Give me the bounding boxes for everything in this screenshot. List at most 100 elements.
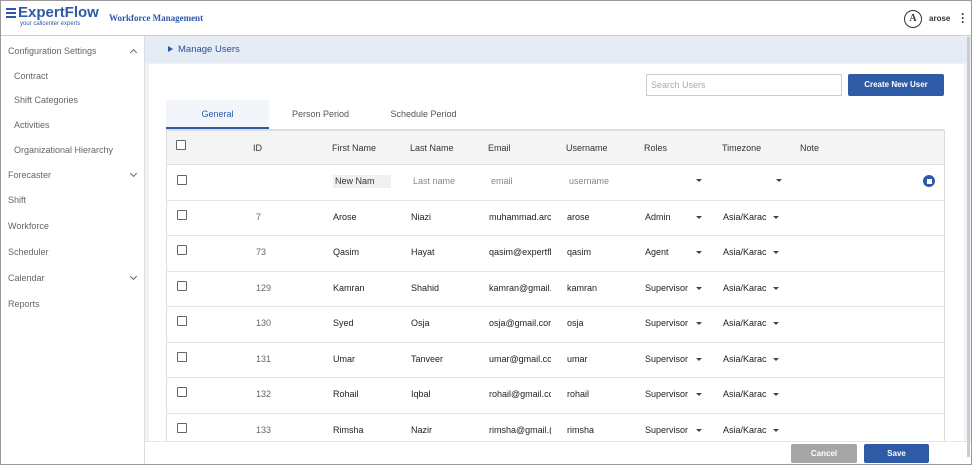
dropdown-caret[interactable]	[776, 179, 782, 182]
menu-dots[interactable]: · · ·	[961, 7, 965, 29]
footer	[145, 441, 971, 464]
cell[interactable]: Admin	[645, 211, 671, 222]
row	[167, 271, 944, 307]
dropdown-caret[interactable]	[773, 286, 779, 290]
cell: Arose	[333, 211, 357, 222]
search-input[interactable]: Search Users	[646, 74, 842, 96]
tab[interactable]: Person Period	[291, 109, 350, 119]
breadcrumb-icon	[168, 46, 173, 52]
sidebar-item[interactable]: Shift	[8, 195, 27, 205]
dropdown-caret[interactable]	[696, 179, 702, 182]
checkbox[interactable]	[177, 316, 187, 326]
cell: rohail@gmail.cc	[489, 389, 551, 399]
sidebar-item[interactable]: Scheduler	[8, 247, 49, 257]
input-placeholder[interactable]: Last name	[413, 176, 456, 186]
cell[interactable]: Supervisor	[645, 318, 689, 328]
checkbox[interactable]	[176, 140, 186, 150]
cell[interactable]: Asia/Karac	[723, 247, 767, 257]
cancel-button[interactable]: Cancel	[791, 444, 857, 463]
checkbox[interactable]	[177, 387, 187, 397]
cell: Shahid	[411, 282, 440, 293]
row	[167, 164, 944, 201]
input-placeholder[interactable]: New Nam	[333, 175, 391, 188]
cell[interactable]: Asia/Karac	[723, 211, 767, 222]
input-placeholder[interactable]: email	[491, 176, 513, 186]
cell: osja@gmail.cor	[489, 318, 551, 328]
cell: Syed	[333, 318, 354, 328]
checkbox[interactable]	[177, 175, 187, 185]
cell[interactable]: Asia/Karac	[723, 353, 767, 364]
cell: Rohail	[333, 389, 359, 399]
cell: kamran	[567, 282, 598, 293]
column-header: Roles	[644, 143, 668, 153]
cell: Umar	[333, 353, 355, 364]
sidebar-item[interactable]: Contract	[14, 71, 49, 81]
column-header: First Name	[332, 143, 377, 153]
cell: kamran@gmail.	[489, 282, 551, 293]
delete-icon	[926, 178, 932, 184]
dropdown-caret[interactable]	[773, 428, 779, 432]
column-header: Timezone	[722, 143, 762, 153]
username[interactable]: arose	[929, 14, 951, 23]
cell: arose	[567, 211, 590, 222]
sidebar-item[interactable]: Forecaster	[8, 170, 52, 180]
column-header: Username	[566, 143, 608, 153]
cell: Niazi	[411, 211, 432, 222]
column-header: Last Name	[410, 143, 454, 153]
dropdown-caret[interactable]	[696, 428, 702, 432]
dropdown-caret[interactable]	[696, 215, 702, 219]
row	[167, 342, 944, 378]
sidebar-item[interactable]: Shift Categories	[14, 95, 79, 105]
create-user-button[interactable]: Create New User	[848, 74, 944, 96]
sidebar-item[interactable]: Reports	[8, 299, 40, 309]
cell[interactable]: Asia/Karac	[723, 424, 767, 435]
checkbox[interactable]	[177, 422, 187, 433]
cell[interactable]: Asia/Karac	[723, 389, 767, 399]
checkbox[interactable]	[177, 245, 187, 255]
sidebar-item[interactable]: Organizational Hierarchy	[14, 145, 114, 155]
cell[interactable]: Asia/Karac	[723, 282, 767, 293]
column-header: ID	[253, 143, 262, 153]
column-header: Email	[488, 143, 511, 153]
checkbox[interactable]	[177, 209, 187, 220]
cell: 131	[256, 353, 272, 364]
dropdown-caret[interactable]	[696, 286, 702, 290]
sidebar-item[interactable]: Activities	[14, 120, 50, 130]
users-table: ID First Name Last Name Email Username Roles T…	[166, 130, 945, 442]
dropdown-caret[interactable]	[773, 357, 779, 361]
breadcrumb[interactable]: Manage Users	[178, 44, 240, 55]
avatar[interactable]: A	[904, 10, 922, 28]
cell: umar@gmail.co	[489, 353, 551, 364]
dropdown-caret[interactable]	[696, 322, 702, 325]
app-name: Workforce Management	[109, 13, 204, 23]
cell[interactable]: Supervisor	[645, 282, 689, 293]
cell: muhammad.arc	[489, 211, 551, 222]
dropdown-caret[interactable]	[773, 215, 779, 219]
checkbox[interactable]	[177, 351, 187, 362]
content	[149, 64, 964, 441]
sidebar-item[interactable]: Calendar	[8, 273, 45, 283]
cell[interactable]: Agent	[645, 247, 669, 257]
cell: umar	[567, 353, 588, 364]
save-button[interactable]: Save	[864, 444, 929, 463]
dropdown-caret[interactable]	[773, 251, 779, 254]
dropdown-caret[interactable]	[696, 251, 702, 254]
dropdown-caret[interactable]	[773, 322, 779, 325]
sidebar-item[interactable]: Configuration Settings	[8, 46, 97, 56]
tab[interactable]: Schedule Period	[390, 109, 457, 119]
checkbox[interactable]	[177, 280, 187, 291]
cell: 130	[256, 318, 272, 328]
dropdown-caret[interactable]	[773, 393, 779, 396]
tab[interactable]: General	[166, 100, 269, 129]
dropdown-caret[interactable]	[696, 393, 702, 396]
cell[interactable]: Supervisor	[645, 353, 689, 364]
column-header: Note	[800, 143, 820, 153]
cell[interactable]: Asia/Karac	[723, 318, 767, 328]
dropdown-caret[interactable]	[696, 357, 702, 361]
cell[interactable]: Supervisor	[645, 424, 689, 435]
sidebar-item[interactable]: Workforce	[8, 221, 49, 231]
input-placeholder[interactable]: username	[569, 176, 610, 186]
cell[interactable]: Supervisor	[645, 389, 689, 399]
search-placeholder: Search Users	[651, 80, 706, 90]
